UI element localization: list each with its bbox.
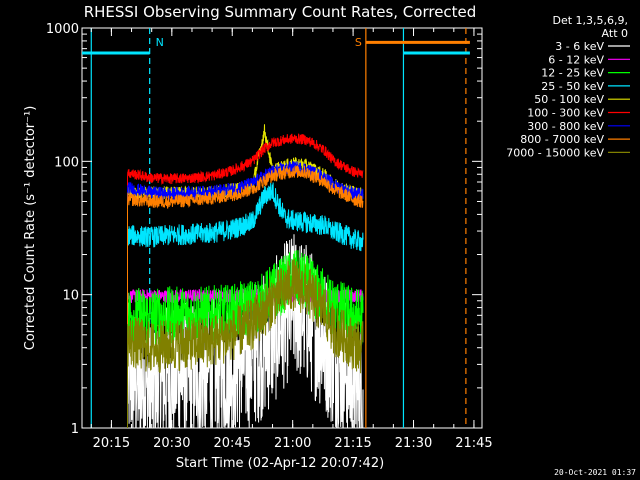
x-tick-label: 21:00 (274, 436, 311, 451)
x-tick-label: 21:30 (395, 436, 432, 451)
y-axis-label: Corrected Count Rate (s⁻¹ detector⁻¹) (23, 106, 38, 351)
legend-entry-label: 25 - 50 keV (541, 80, 604, 93)
time-marker-label: S (355, 36, 362, 49)
x-axis-label: Start Time (02-Apr-12 20:07:42) (176, 456, 384, 471)
legend-entry-label: 50 - 100 keV (534, 93, 604, 106)
x-tick-label: 20:45 (214, 436, 251, 451)
legend-entry-label: 3 - 6 keV (555, 40, 604, 53)
series-line (127, 258, 364, 428)
series-line (127, 133, 364, 428)
x-tick-label: 20:15 (93, 436, 130, 451)
series-line (127, 182, 364, 428)
y-tick-label: 1000 (46, 22, 79, 37)
legend-entry-label: 12 - 25 keV (541, 67, 604, 80)
axes: 20:15 20:30 20:45 21:00 21:15 21:30 21:45 1 10 10… (46, 22, 493, 451)
series-line (127, 165, 364, 428)
legend-entry-label: 6 - 12 keV (548, 53, 604, 66)
legend-entry-label: 100 - 300 keV (527, 107, 604, 120)
plot-area (81, 27, 483, 429)
x-tick-label: 21:45 (455, 436, 492, 451)
time-marker-label: N (156, 36, 164, 49)
legend-entry-label: 800 - 7000 keV (520, 133, 604, 146)
y-tick-label: 10 (62, 289, 79, 304)
y-tick-label: 100 (54, 155, 79, 170)
x-tick-label: 20:30 (153, 436, 190, 451)
data-series (127, 124, 364, 430)
chart-title: RHESSI Observing Summary Count Rates, Co… (84, 3, 477, 21)
legend-header-line-1: Det 1,3,5,6,9, (552, 14, 628, 27)
legend-entry-label: 7000 - 15000 keV (506, 146, 604, 159)
legend-entry-label: 300 - 800 keV (527, 120, 604, 133)
overlay-lines (82, 40, 470, 55)
legend-header-line-2: Att 0 (602, 27, 628, 40)
footer-date: 20-Oct-2021 01:37 (554, 468, 636, 477)
plot-frame (81, 27, 483, 429)
y-tick-label: 1 (71, 422, 79, 437)
x-tick-label: 21:15 (334, 436, 371, 451)
series-line (127, 161, 364, 428)
